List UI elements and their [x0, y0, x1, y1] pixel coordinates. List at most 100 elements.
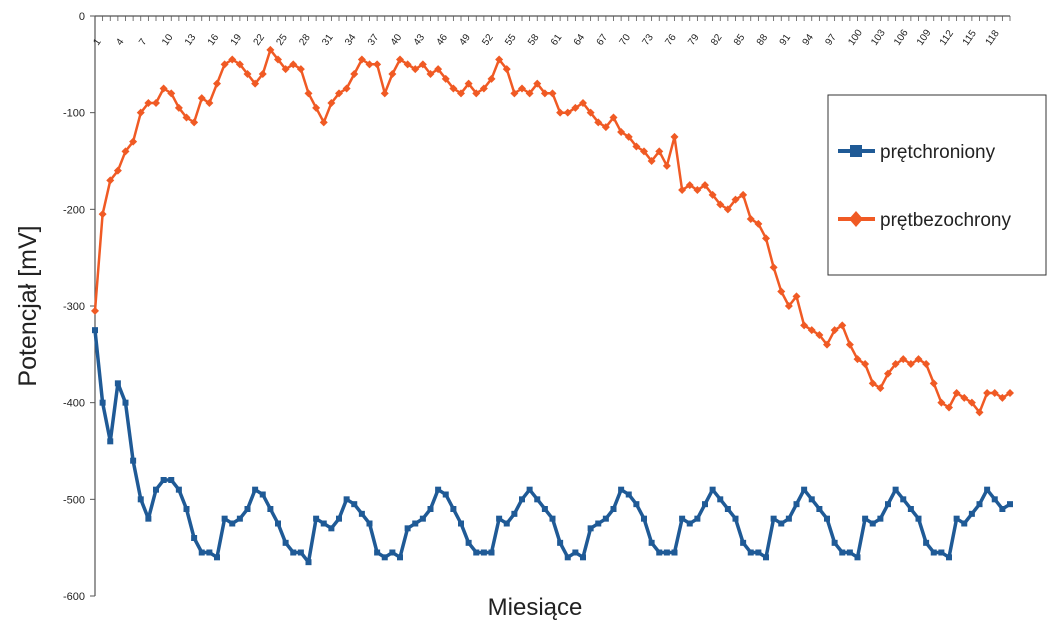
data-point — [336, 515, 342, 522]
x-tick-label: 115 — [961, 28, 979, 48]
data-point — [632, 142, 641, 151]
data-point — [289, 60, 298, 69]
x-tick-label: 106 — [892, 27, 911, 47]
data-point — [785, 515, 792, 522]
data-point — [953, 515, 960, 522]
data-point — [121, 147, 130, 156]
data-point — [534, 496, 541, 503]
data-point — [602, 515, 609, 522]
data-point — [762, 234, 770, 243]
data-point — [571, 103, 580, 112]
data-point — [647, 157, 656, 165]
data-point — [633, 501, 640, 508]
data-point — [396, 55, 404, 64]
data-point — [136, 108, 145, 117]
data-point — [778, 520, 785, 527]
data-point — [807, 326, 816, 335]
data-point — [770, 515, 777, 522]
data-point — [168, 477, 175, 483]
data-point — [724, 506, 731, 512]
data-point — [252, 486, 259, 493]
data-point — [457, 89, 465, 98]
x-tick-label: 100 — [846, 27, 865, 47]
data-point — [679, 515, 686, 522]
x-axis-label: Miesiące — [488, 594, 583, 621]
data-point — [274, 55, 282, 64]
data-point — [297, 549, 304, 556]
data-point — [472, 89, 481, 98]
data-point — [198, 549, 205, 556]
data-point — [595, 520, 602, 527]
data-point — [998, 393, 1007, 402]
x-tick-label: 118 — [984, 28, 1002, 48]
data-point — [784, 302, 793, 310]
y-tick-label: -200 — [63, 204, 85, 216]
data-point — [961, 520, 968, 527]
x-tick-label: 73 — [640, 32, 656, 48]
data-point — [662, 161, 671, 170]
data-point — [236, 515, 243, 522]
data-point — [458, 520, 464, 527]
data-point — [99, 399, 106, 406]
data-point — [343, 496, 350, 503]
data-point — [153, 486, 159, 493]
data-point — [174, 103, 183, 112]
data-point — [579, 99, 587, 107]
data-point — [267, 506, 274, 512]
data-point — [800, 321, 809, 330]
x-tick-label: 112 — [938, 28, 956, 48]
data-point — [937, 398, 946, 407]
data-point — [228, 55, 237, 64]
y-axis: 0 -100 -200 -300 -400 -500 -600 — [63, 11, 96, 603]
data-point — [580, 554, 586, 561]
data-point — [808, 496, 815, 503]
data-point — [975, 408, 984, 417]
data-point — [282, 539, 289, 546]
data-point — [129, 137, 138, 146]
series-line — [93, 330, 1011, 564]
data-point — [563, 108, 572, 117]
data-point — [915, 515, 922, 522]
data-point — [648, 539, 655, 546]
x-tick-label: 61 — [549, 32, 565, 48]
data-point — [892, 486, 899, 493]
series-layer — [91, 45, 1014, 566]
data-point — [389, 549, 396, 556]
data-point — [739, 190, 748, 199]
x-tick-label: 34 — [343, 32, 359, 48]
x-axis: 1 4 7 10 13 16 19 22 25 28 31 34 37 40 43 46 49 52 55 58 61 6… — [91, 15, 1011, 48]
data-point — [1007, 501, 1013, 508]
data-point — [159, 84, 168, 93]
data-point — [708, 190, 717, 199]
data-point — [923, 539, 930, 546]
data-point — [823, 340, 831, 349]
data-point — [670, 132, 679, 141]
data-point — [968, 510, 975, 517]
data-point — [351, 501, 358, 508]
data-point — [816, 506, 823, 512]
x-tick-label: 103 — [869, 27, 888, 47]
data-point — [693, 186, 702, 194]
data-point — [488, 549, 495, 556]
data-point — [914, 355, 923, 364]
data-point — [388, 70, 397, 78]
data-point — [152, 99, 160, 107]
data-point — [694, 515, 701, 522]
data-point — [281, 65, 290, 74]
data-point — [671, 549, 678, 556]
data-point — [327, 99, 336, 107]
legend-marker-square — [850, 145, 862, 157]
data-point — [549, 515, 556, 522]
data-point — [418, 60, 427, 69]
data-point — [1006, 389, 1014, 397]
data-point — [373, 60, 382, 69]
data-point — [107, 438, 114, 445]
data-point — [419, 515, 426, 522]
data-point — [723, 205, 732, 214]
data-point — [511, 510, 518, 517]
data-point — [350, 70, 359, 78]
data-point — [380, 89, 389, 98]
data-point — [190, 118, 199, 127]
data-point — [922, 360, 931, 368]
